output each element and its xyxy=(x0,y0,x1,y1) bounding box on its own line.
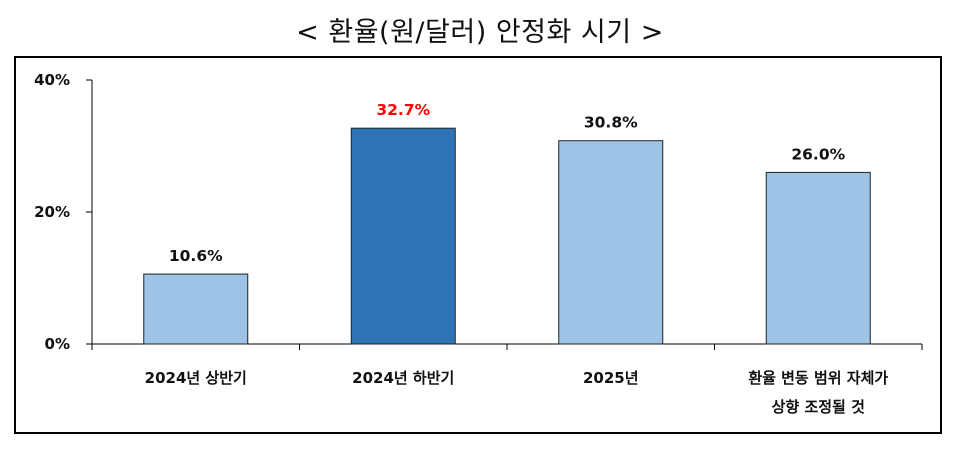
bar xyxy=(765,171,871,345)
y-tick-label: 20% xyxy=(34,203,70,221)
y-tick-label: 40% xyxy=(34,71,70,89)
data-label: 30.8% xyxy=(584,114,638,132)
bar xyxy=(558,140,664,345)
x-tick-label: 2025년 xyxy=(583,369,639,387)
bar xyxy=(143,273,249,345)
chart-title: < 환율(원/달러) 안정화 시기 > xyxy=(296,17,664,48)
x-tick-label: 2024년 하반기 xyxy=(352,369,454,387)
chart-frame xyxy=(14,56,942,434)
data-label: 10.6% xyxy=(169,247,223,265)
bar xyxy=(350,127,456,345)
data-label: 32.7% xyxy=(376,101,430,119)
x-tick-label: 상향 조정될 것 xyxy=(772,398,865,416)
data-label: 26.0% xyxy=(791,145,845,163)
y-tick-label: 0% xyxy=(45,335,70,353)
x-tick-label: 환율 변동 범위 자체가 xyxy=(748,369,888,387)
x-tick-label: 2024년 상반기 xyxy=(145,369,247,387)
